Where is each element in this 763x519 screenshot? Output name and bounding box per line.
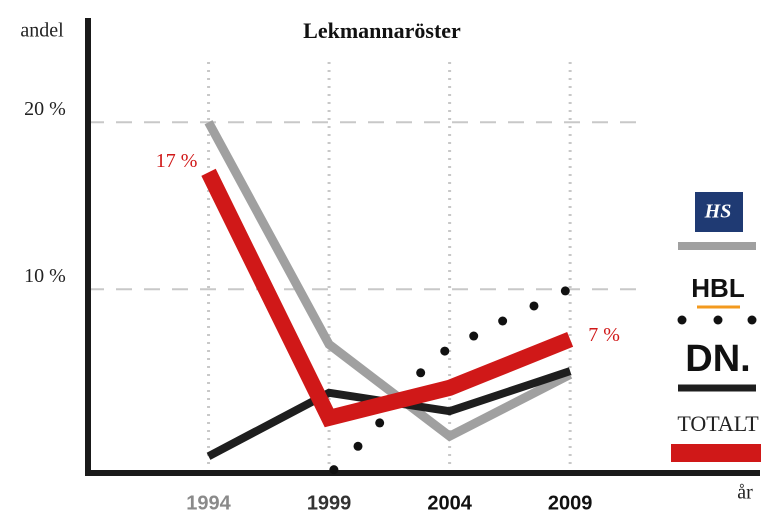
legend-swatch [747,315,757,325]
x-tick-label: 1999 [307,492,352,514]
y-tick-label: 10 % [24,265,66,287]
legend-logo [695,192,743,232]
legend-label: DN. [685,338,750,380]
data-line [206,367,572,460]
data-point [375,418,385,428]
data-point [529,301,539,311]
y-axis-label: andel [20,20,64,42]
data-point [329,465,339,475]
data-point [353,441,363,451]
data-line [204,120,573,442]
x-tick-label: 2009 [548,492,593,514]
data-line [201,168,574,428]
data-point [416,368,426,378]
data-label: 7 % [588,324,620,346]
data-point [440,346,450,356]
data-label: 17 % [156,150,198,172]
legend-label: HBL [691,273,745,303]
legend-label: HS [704,201,732,223]
x-axis-label: år [737,482,753,504]
legend-swatch [713,315,723,325]
chart-title: Lekmannaröster [303,18,461,43]
data-point [498,316,508,326]
data-point [560,286,570,296]
legend-swatch [677,315,687,325]
legend-label: TOTALT [677,411,759,436]
x-tick-label: 1994 [186,492,231,514]
y-tick-label: 20 % [24,98,66,120]
data-point [469,331,479,341]
x-tick-label: 2004 [427,492,472,514]
